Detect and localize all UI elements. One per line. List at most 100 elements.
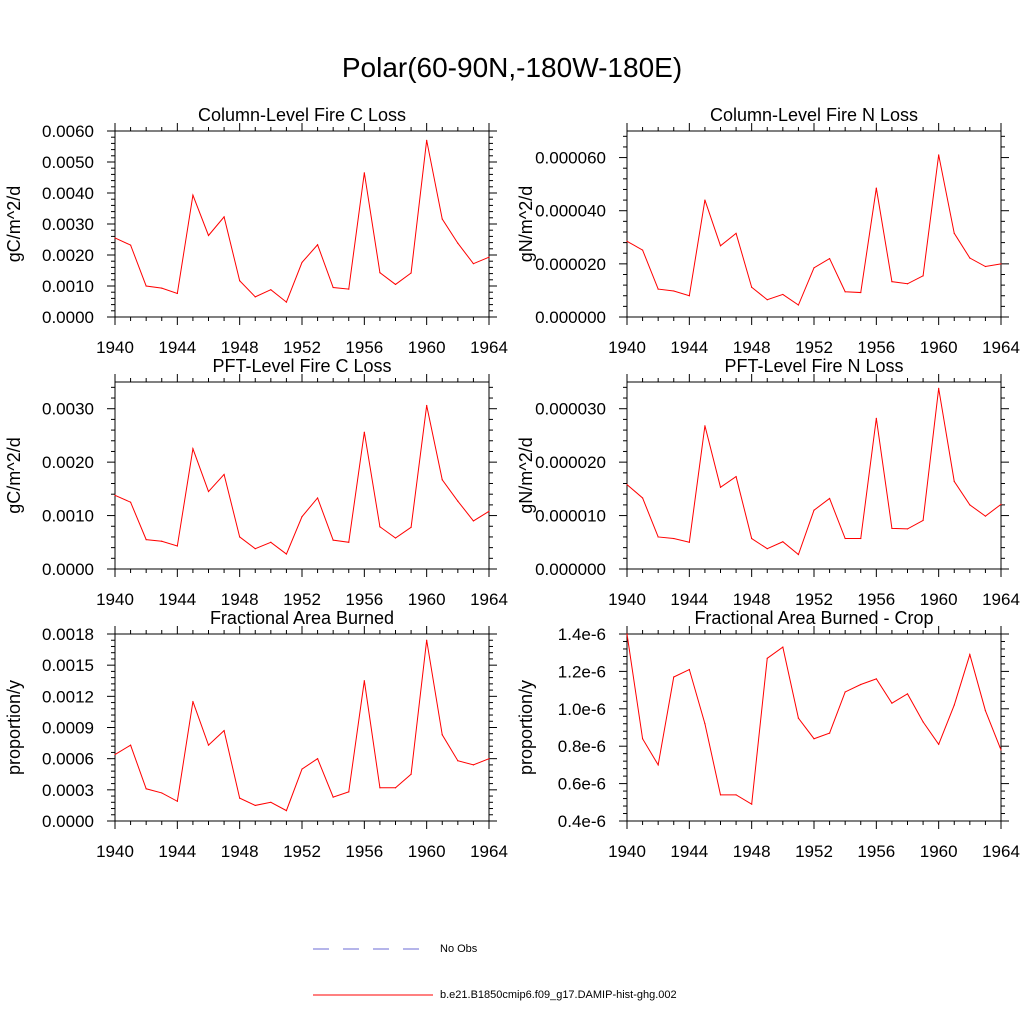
data-point [114,753,116,756]
data-point [161,792,163,794]
data-point [891,527,893,529]
data-point [379,787,381,789]
x-tick-label: 1956 [345,842,383,861]
panel-title: Fractional Area Burned - Crop [694,608,933,628]
data-point [735,475,737,478]
data-point [394,787,397,789]
data-point [844,691,846,693]
data-point [472,263,475,265]
data-point [192,194,194,196]
data-point [254,804,256,807]
data-point [626,633,628,635]
series-line [626,633,1002,806]
y-tick-label: 0.000030 [535,400,606,419]
y-tick-label: 0.000020 [535,255,606,274]
data-point [472,764,475,766]
data-point [161,540,163,542]
data-point [348,541,350,543]
data-point [441,734,443,736]
data-point [394,537,397,539]
data-point [426,404,428,407]
data-point [860,291,862,294]
data-point [813,738,815,740]
data-point [813,509,815,511]
data-point [953,480,955,482]
y-tick-label: 0.8e-6 [558,737,606,756]
y-axis-label: proportion/y [516,680,536,775]
data-point [719,794,722,796]
x-tick-label: 1960 [408,590,446,609]
data-point [270,801,272,803]
data-point [332,796,334,798]
data-point [922,275,924,277]
x-tick-label: 1948 [733,338,771,357]
data-point [239,536,241,538]
data-point [488,758,490,760]
x-tick-label: 1944 [670,590,708,609]
data-point [176,545,178,547]
data-point [301,261,303,264]
data-point [938,154,940,156]
x-tick-label: 1956 [857,338,895,357]
panel-title: Column-Level Fire N Loss [710,105,918,125]
x-tick-label: 1944 [670,842,708,861]
x-tick-label: 1964 [470,338,508,357]
y-tick-label: 0.0030 [42,400,94,419]
x-tick-label: 1960 [920,590,958,609]
data-point [472,520,475,522]
data-point [457,242,459,244]
data-point [657,288,659,290]
y-tick-label: 0.0030 [42,215,94,234]
y-tick-label: 0.0000 [42,812,94,831]
y-tick-label: 0.000060 [535,149,606,168]
x-tick-label: 1940 [96,338,134,357]
data-point [1000,503,1002,505]
data-point [410,773,412,775]
x-tick-label: 1944 [670,338,708,357]
data-point [688,295,690,297]
data-point [657,536,659,538]
data-point [984,265,987,268]
x-tick-label: 1956 [857,842,895,861]
data-point [192,448,194,450]
y-tick-label: 0.000010 [535,507,606,526]
data-point [161,287,163,289]
y-axis-label: gN/m^2/d [516,186,536,262]
data-point [332,286,334,289]
data-point [379,272,381,274]
data-point [239,280,241,282]
data-point [114,237,116,239]
y-axis-label: gN/m^2/d [516,437,536,513]
data-point [828,497,831,500]
x-tick-label: 1952 [795,842,833,861]
data-point [906,283,909,285]
data-point [688,541,690,543]
y-tick-label: 0.0000 [42,560,94,579]
x-tick-label: 1964 [470,590,508,609]
y-tick-label: 0.0010 [42,507,94,526]
data-point [129,244,132,246]
x-tick-label: 1960 [920,842,958,861]
y-tick-label: 0.0040 [42,184,94,203]
x-tick-label: 1948 [221,590,259,609]
data-point [488,510,490,512]
data-point [875,417,877,419]
data-point [828,732,831,734]
data-point [797,717,800,719]
data-point [348,791,350,793]
data-point [626,483,628,486]
data-point [316,244,319,246]
x-tick-label: 1960 [408,842,446,861]
data-point [688,668,690,671]
data-point [239,797,241,799]
panel-title: PFT-Level Fire N Loss [724,356,903,376]
data-point [176,800,178,802]
data-point [270,289,272,291]
data-point [906,528,909,530]
y-tick-label: 0.0018 [42,625,94,644]
y-axis-label: gC/m^2/d [4,437,24,513]
data-point [782,293,784,296]
